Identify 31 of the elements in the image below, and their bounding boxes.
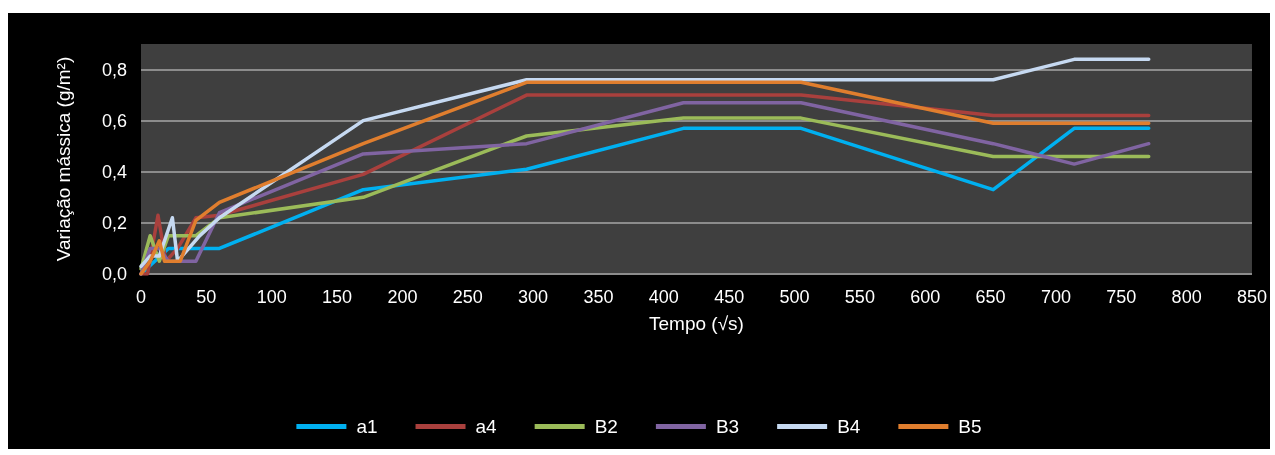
x-tick-label: 700 (1040, 287, 1071, 307)
x-tick-label: 400 (648, 287, 679, 307)
legend-label: B4 (837, 416, 861, 437)
legend-label: a1 (356, 416, 378, 437)
x-tick-label: 100 (256, 287, 287, 307)
x-tick-label: 200 (387, 287, 418, 307)
legend-label: B5 (958, 416, 982, 437)
y-tick-label: 0,0 (101, 264, 127, 284)
x-tick-label: 550 (844, 287, 875, 307)
x-tick-label: 300 (518, 287, 549, 307)
legend-label: a4 (475, 416, 498, 437)
x-tick-label: 0 (135, 287, 147, 307)
legend-label: B3 (715, 416, 740, 437)
x-tick-label: 850 (1236, 287, 1268, 307)
x-tick-label: 800 (1171, 287, 1202, 307)
x-tick-label: 500 (779, 287, 810, 307)
legend-label: B2 (594, 416, 618, 437)
x-tick-label: 150 (322, 287, 353, 307)
y-tick-label: 0,6 (101, 110, 127, 131)
x-tick-label: 50 (196, 287, 217, 307)
x-axis-title: Tempo (√s) (649, 313, 744, 334)
x-tick-label: 250 (452, 287, 483, 307)
y-tick-label: 0,4 (101, 161, 127, 182)
x-tick-label: 750 (1106, 287, 1137, 307)
y-axis-title: Variação mássica (g/m²) (53, 56, 74, 262)
y-tick-label: 0,8 (101, 59, 127, 80)
x-tick-label: 450 (714, 287, 745, 307)
y-tick-label: 0,2 (101, 212, 127, 233)
x-tick-label: 600 (910, 287, 941, 307)
x-tick-label: 350 (583, 287, 614, 307)
x-tick-label: 650 (975, 287, 1006, 307)
